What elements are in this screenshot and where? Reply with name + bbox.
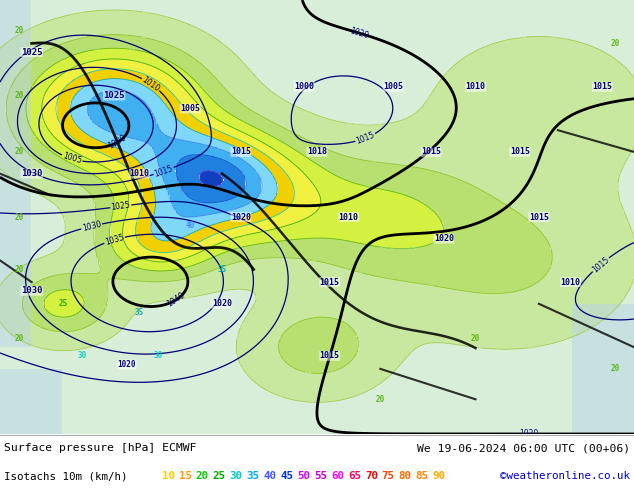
Text: 1020: 1020	[117, 360, 136, 369]
Text: 75: 75	[382, 471, 395, 481]
Text: 20: 20	[15, 26, 23, 35]
Text: 1015: 1015	[529, 213, 549, 221]
Text: 25: 25	[212, 471, 226, 481]
Text: 10: 10	[162, 471, 175, 481]
Text: 65: 65	[348, 471, 361, 481]
Text: 1010: 1010	[560, 278, 581, 287]
Text: 20: 20	[471, 334, 480, 343]
Text: 1015: 1015	[592, 82, 612, 91]
Text: 20: 20	[15, 334, 23, 343]
Text: 1015: 1015	[153, 164, 174, 178]
Text: 1025: 1025	[103, 91, 125, 100]
Text: We 19-06-2024 06:00 UTC (00+06): We 19-06-2024 06:00 UTC (00+06)	[417, 443, 630, 453]
Text: 30: 30	[230, 471, 243, 481]
Text: 1020: 1020	[434, 234, 454, 243]
Text: 1015: 1015	[355, 130, 376, 146]
Text: 1000: 1000	[294, 82, 314, 91]
Text: 20: 20	[611, 365, 619, 373]
Text: 45: 45	[280, 471, 294, 481]
Text: Surface pressure [hPa] ECMWF: Surface pressure [hPa] ECMWF	[4, 443, 197, 453]
Text: 20: 20	[611, 39, 619, 48]
Text: 1015: 1015	[320, 278, 340, 287]
Text: 1035: 1035	[104, 233, 125, 247]
Text: 40: 40	[263, 471, 276, 481]
Text: 1015: 1015	[320, 351, 340, 360]
Text: 30: 30	[78, 351, 87, 360]
Text: 80: 80	[399, 471, 411, 481]
Text: 1015: 1015	[510, 147, 530, 156]
Text: 40: 40	[186, 221, 195, 230]
Text: 1005: 1005	[61, 152, 82, 166]
Text: 1018: 1018	[307, 147, 327, 156]
Text: 1000: 1000	[107, 133, 128, 151]
Text: 1020: 1020	[212, 299, 232, 308]
Text: 1005: 1005	[180, 104, 200, 113]
Text: 20: 20	[376, 395, 385, 404]
Text: 1020: 1020	[349, 26, 370, 40]
Text: 35: 35	[135, 308, 144, 317]
Text: 55: 55	[314, 471, 327, 481]
Text: 1020: 1020	[231, 213, 251, 221]
Text: 20: 20	[15, 147, 23, 156]
Text: 20: 20	[15, 91, 23, 100]
Text: 1025: 1025	[21, 48, 42, 56]
Text: 60: 60	[331, 471, 344, 481]
Text: Isotachs 10m (km/h): Isotachs 10m (km/h)	[4, 471, 141, 481]
Text: 1015: 1015	[590, 255, 611, 274]
Text: 35: 35	[217, 265, 226, 273]
Text: 1005: 1005	[383, 82, 403, 91]
Text: 1040: 1040	[166, 291, 187, 309]
Text: 1010: 1010	[129, 169, 150, 178]
Text: 20: 20	[196, 471, 209, 481]
Text: 50: 50	[297, 471, 310, 481]
Text: 30: 30	[154, 351, 163, 360]
Text: 1010: 1010	[141, 75, 162, 93]
Text: 90: 90	[432, 471, 446, 481]
Text: 1025: 1025	[111, 201, 131, 212]
Text: 1030: 1030	[81, 220, 102, 233]
Text: 1020: 1020	[519, 429, 539, 439]
Text: 1030: 1030	[21, 169, 42, 178]
Text: 20: 20	[15, 213, 23, 221]
Text: ©weatheronline.co.uk: ©weatheronline.co.uk	[500, 471, 630, 481]
Text: 1015: 1015	[421, 147, 441, 156]
Text: 1010: 1010	[465, 82, 486, 91]
Text: 25: 25	[59, 299, 68, 308]
Text: 1010: 1010	[339, 213, 359, 221]
Text: 70: 70	[365, 471, 378, 481]
Text: 35: 35	[247, 471, 259, 481]
Text: 20: 20	[15, 265, 23, 273]
Text: 1015: 1015	[231, 147, 251, 156]
Text: 1030: 1030	[21, 286, 42, 295]
Text: 85: 85	[415, 471, 429, 481]
Text: 15: 15	[179, 471, 192, 481]
